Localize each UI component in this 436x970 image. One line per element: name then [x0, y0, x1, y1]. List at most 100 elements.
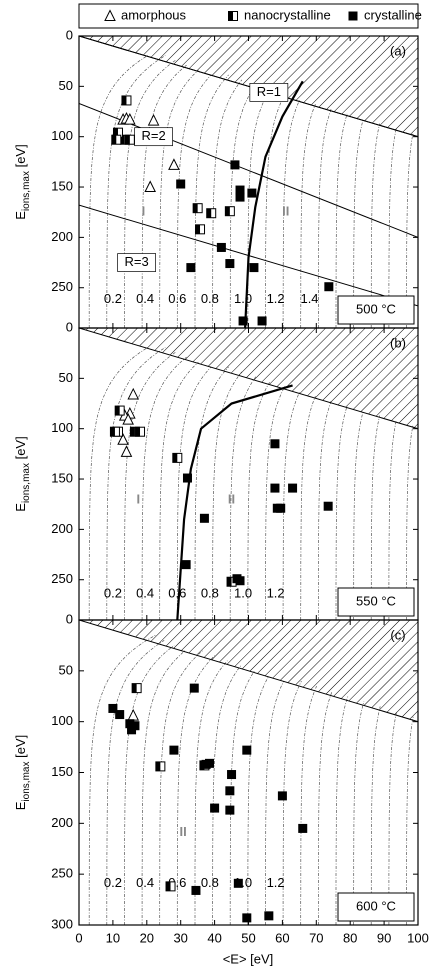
- square-marker: [298, 823, 308, 833]
- half-square-marker: [172, 452, 183, 463]
- square-marker: [225, 786, 235, 796]
- square-marker: [186, 263, 196, 273]
- marker-fill: [121, 95, 127, 105]
- y-tick-label: 250: [51, 279, 73, 294]
- square-marker: [233, 878, 243, 888]
- contour-line: [335, 113, 348, 328]
- marker-fill: [206, 208, 212, 218]
- marker-fill: [193, 203, 198, 213]
- contour-label: 0.4: [136, 291, 154, 306]
- x-tick-label: 50: [241, 930, 255, 945]
- half-square-marker: [228, 11, 238, 21]
- y-tick-label: 200: [51, 229, 73, 244]
- contour-label: 1.0: [234, 291, 252, 306]
- contour-line: [124, 645, 175, 925]
- square-marker: [182, 473, 192, 483]
- square-marker: [181, 560, 191, 570]
- square-marker: [242, 745, 252, 755]
- contour-line: [406, 425, 414, 620]
- square-marker: [324, 282, 334, 292]
- contour-line: [406, 133, 414, 328]
- marker-fill: [111, 135, 117, 145]
- square-marker: [270, 439, 280, 449]
- contour-line: [282, 391, 301, 620]
- contour-line: [176, 655, 215, 925]
- contour-line: [106, 55, 166, 328]
- hatched-region: [79, 620, 418, 723]
- contour-label: 1.0: [234, 585, 252, 600]
- contour-line: [370, 706, 381, 925]
- y-tick-label: 150: [51, 764, 73, 779]
- marker-fill: [132, 683, 137, 693]
- y-tick-label: 150: [51, 470, 73, 485]
- marker-fill: [227, 577, 232, 587]
- x-tick-label: 20: [140, 930, 154, 945]
- contour-line: [318, 108, 332, 328]
- square-marker: [216, 242, 226, 252]
- contour-line: [212, 79, 243, 328]
- contour-line: [335, 696, 349, 925]
- y-tick-label: 200: [51, 521, 73, 536]
- plot-area: [79, 328, 418, 620]
- temperature-box: [337, 587, 415, 617]
- contour-label: 0.6: [168, 585, 186, 600]
- square-marker: [238, 316, 248, 326]
- boundary-curve: [244, 80, 304, 328]
- y-tick-label: 0: [66, 27, 73, 42]
- x-tick-label: 30: [173, 930, 187, 945]
- square-marker: [230, 160, 240, 170]
- contour-line: [141, 64, 187, 328]
- region-label: II: [282, 204, 289, 219]
- contour-line: [194, 660, 228, 925]
- half-square-marker: [114, 405, 125, 416]
- square-marker: [348, 11, 358, 21]
- y-tick-label: 50: [59, 78, 73, 93]
- marker-fill: [195, 224, 201, 234]
- square-marker: [108, 703, 118, 713]
- y-tick-label: 0: [66, 319, 73, 334]
- y-tick-label: 0: [66, 611, 73, 626]
- half-square-marker: [124, 134, 135, 145]
- legend-label: amorphous: [121, 7, 187, 22]
- contour-line: [265, 94, 286, 328]
- x-tick-label: 40: [207, 930, 221, 945]
- panel-label: (c): [390, 627, 405, 642]
- line-label: R=2: [141, 128, 165, 143]
- square-marker: [235, 185, 245, 195]
- temperature-box: [337, 295, 415, 325]
- y-tick-label: 50: [59, 662, 73, 677]
- x-tick-label: 100: [407, 930, 429, 945]
- marker-fill: [130, 427, 135, 437]
- contour-line: [300, 395, 316, 620]
- contour-line: [265, 680, 285, 925]
- contour-label: 1.2: [267, 585, 285, 600]
- temperature-label: 600 °C: [356, 898, 396, 913]
- marker-fill: [113, 128, 118, 138]
- contour-label: 0.6: [168, 291, 186, 306]
- line-label: R=1: [257, 84, 281, 99]
- y-tick-label: 150: [51, 178, 73, 193]
- contour-label: 0.4: [136, 875, 154, 890]
- contour-line: [141, 356, 187, 620]
- marker-fill: [135, 427, 141, 437]
- square-marker: [235, 192, 245, 202]
- contour-line: [247, 675, 270, 925]
- square-marker: [242, 913, 252, 923]
- half-square-marker: [135, 426, 146, 437]
- triangle-marker: [127, 387, 140, 400]
- y-tick-label: 200: [51, 815, 73, 830]
- contour-line: [282, 99, 301, 328]
- contour-label: 0.4: [136, 585, 154, 600]
- contour-line: [88, 634, 156, 925]
- square-marker: [115, 710, 125, 720]
- y-tick-label: 250: [51, 571, 73, 586]
- triangle-marker: [124, 112, 136, 125]
- contour-line: [353, 701, 365, 925]
- triangle-marker: [144, 180, 156, 193]
- y-tick-label: 100: [51, 420, 73, 435]
- half-square-marker: [206, 208, 217, 219]
- temperature-label: 500 °C: [356, 301, 396, 316]
- square-marker: [127, 725, 137, 735]
- half-square-marker: [165, 881, 176, 892]
- square-marker: [277, 791, 287, 801]
